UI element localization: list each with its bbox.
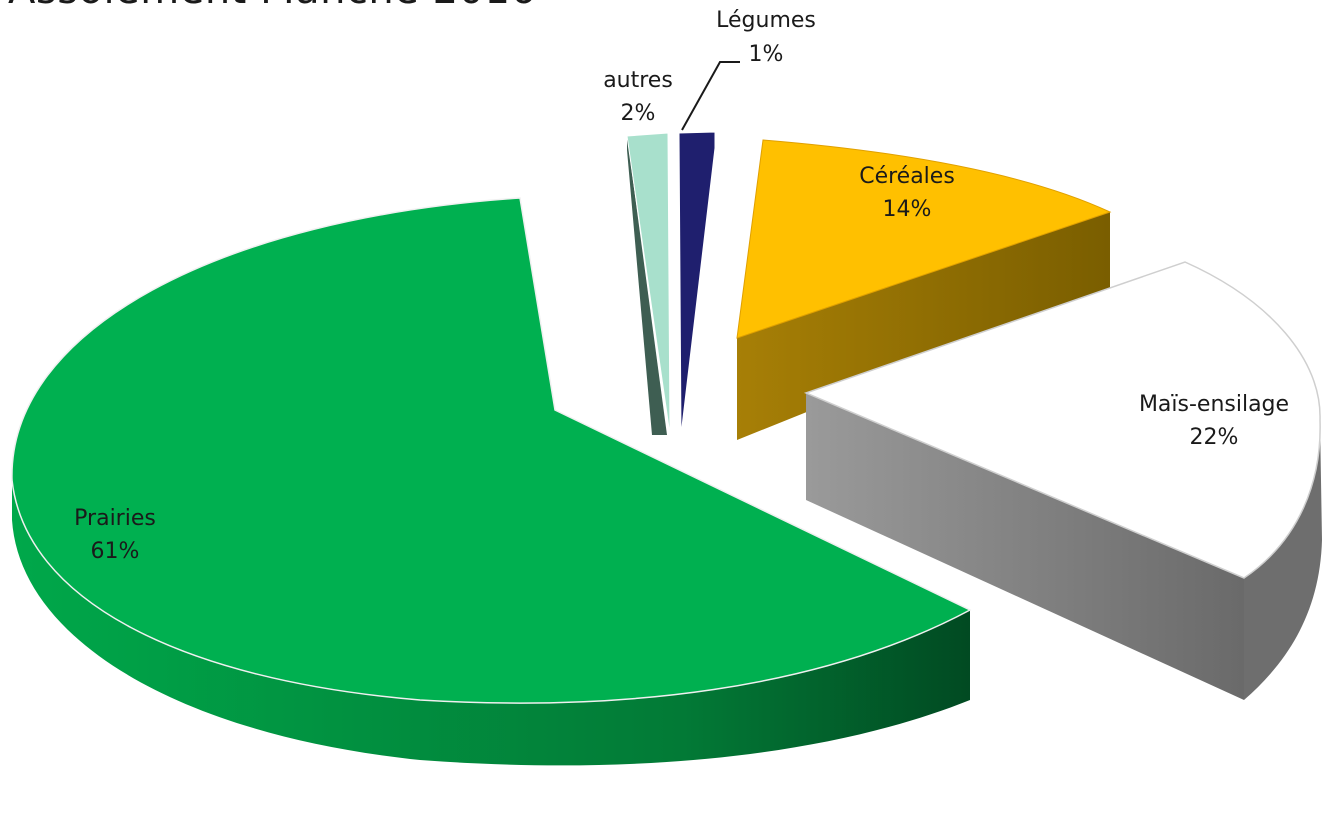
label-mais-name: Maïs-ensilage (1139, 392, 1289, 417)
label-autres-name: autres (603, 68, 673, 93)
label-cereales-value: 14% (883, 197, 932, 222)
slice-legumes-top (678, 131, 716, 436)
slice-cereales-top (736, 139, 1112, 339)
label-legumes-name: Légumes (716, 8, 816, 33)
label-mais-value: 22% (1190, 425, 1239, 450)
slice-autres-side (627, 136, 667, 435)
slice-prairies-top (11, 197, 972, 704)
slice-cereales-side (737, 212, 1110, 440)
slice-mais-side-cut (806, 393, 1244, 700)
slice-autres-top (626, 132, 671, 436)
label-prairies-value: 61% (91, 539, 140, 564)
chart-title: Assolement Manche 2016 (8, 0, 536, 13)
slice-mais-side-rim (1244, 420, 1322, 700)
slice-labels: Prairies 61% Maïs-ensilage 22% Céréales … (74, 8, 1289, 564)
slice-prairies-side (12, 480, 970, 766)
slice-mais (803, 261, 1322, 700)
slice-prairies (11, 197, 972, 766)
slice-cereales (736, 139, 1112, 440)
label-cereales-name: Céréales (859, 164, 955, 189)
slice-legumes (678, 131, 716, 436)
label-prairies-name: Prairies (74, 506, 156, 531)
slice-mais-top (803, 261, 1321, 579)
slice-autres (626, 132, 671, 436)
legumes-leader-line (681, 61, 740, 131)
label-autres-value: 2% (621, 101, 656, 126)
label-legumes-value: 1% (749, 42, 784, 67)
